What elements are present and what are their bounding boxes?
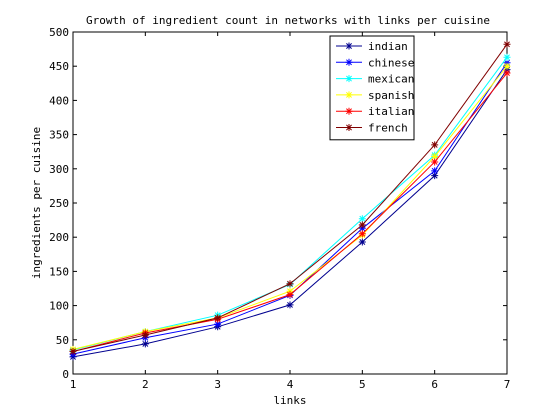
data-point-indian	[286, 301, 294, 309]
x-tick-label: 3	[214, 378, 221, 391]
data-point-indian	[141, 340, 149, 348]
data-point-french	[141, 331, 149, 339]
y-axis-title: ingredients per cuisine	[30, 127, 43, 279]
legend: indian chinese mexican spanish italian french	[329, 35, 415, 141]
legend-box	[329, 35, 415, 141]
legend-marker	[345, 42, 353, 50]
data-point-italian	[503, 69, 511, 77]
x-tick-label: 4	[287, 378, 294, 391]
x-tick-label: 1	[70, 378, 77, 391]
series-french	[69, 40, 511, 355]
y-tick-label: 500	[49, 26, 69, 39]
y-tick-label: 0	[62, 368, 69, 381]
data-point-french	[286, 280, 294, 288]
x-tick-label: 2	[142, 378, 149, 391]
legend-marker	[345, 124, 353, 131]
legend-item-french: french	[336, 122, 408, 135]
x-tick-label: 7	[504, 378, 511, 391]
legend-label: spanish	[368, 89, 414, 102]
data-point-indian	[431, 172, 439, 180]
data-point-chinese	[431, 167, 439, 175]
x-axis: 1 2 3 4 5 6 7	[70, 32, 511, 391]
data-point-french	[214, 314, 222, 322]
legend-marker	[345, 107, 353, 115]
legend-item-chinese: chinese	[336, 56, 414, 69]
x-tick-label: 5	[359, 378, 366, 391]
y-tick-label: 450	[49, 60, 69, 73]
y-tick-label: 300	[49, 163, 69, 176]
data-point-mexican	[503, 53, 511, 61]
plot-area	[72, 31, 508, 375]
data-point-italian	[431, 158, 439, 166]
legend-label: french	[368, 122, 408, 135]
data-point-spanish	[503, 62, 511, 70]
data-point-french	[431, 141, 439, 149]
legend-marker	[345, 75, 353, 83]
y-axis: 0 50 100 150 200 250 300 350 400 450 500	[49, 26, 507, 381]
data-point-mexican	[358, 215, 366, 223]
series-layer	[69, 40, 511, 361]
y-tick-label: 100	[49, 300, 69, 313]
legend-label: italian	[368, 105, 414, 118]
data-point-french	[503, 40, 511, 48]
data-point-indian	[358, 238, 366, 246]
data-point-french	[358, 221, 366, 229]
data-point-italian	[286, 291, 294, 299]
data-point-chinese	[214, 320, 222, 328]
data-point-spanish	[431, 152, 439, 160]
y-tick-label: 250	[49, 197, 69, 210]
chart-title: Growth of ingredient count in networks w…	[86, 14, 490, 27]
legend-label: indian	[368, 40, 408, 53]
y-tick-label: 400	[49, 94, 69, 107]
legend-label: chinese	[368, 56, 414, 69]
y-tick-label: 50	[56, 334, 69, 347]
y-tick-label: 150	[49, 265, 69, 278]
legend-item-mexican: mexican	[336, 73, 414, 86]
legend-item-spanish: spanish	[336, 89, 414, 102]
x-axis-title: links	[273, 394, 306, 407]
legend-item-indian: indian	[336, 40, 408, 53]
data-point-french	[69, 347, 77, 355]
legend-item-italian: italian	[336, 105, 414, 118]
y-tick-label: 350	[49, 129, 69, 142]
legend-marker	[345, 91, 353, 99]
y-tick-label: 200	[49, 231, 69, 244]
legend-marker	[345, 58, 353, 66]
data-point-italian	[358, 230, 366, 238]
legend-label: mexican	[368, 73, 414, 86]
x-tick-label: 6	[431, 378, 438, 391]
